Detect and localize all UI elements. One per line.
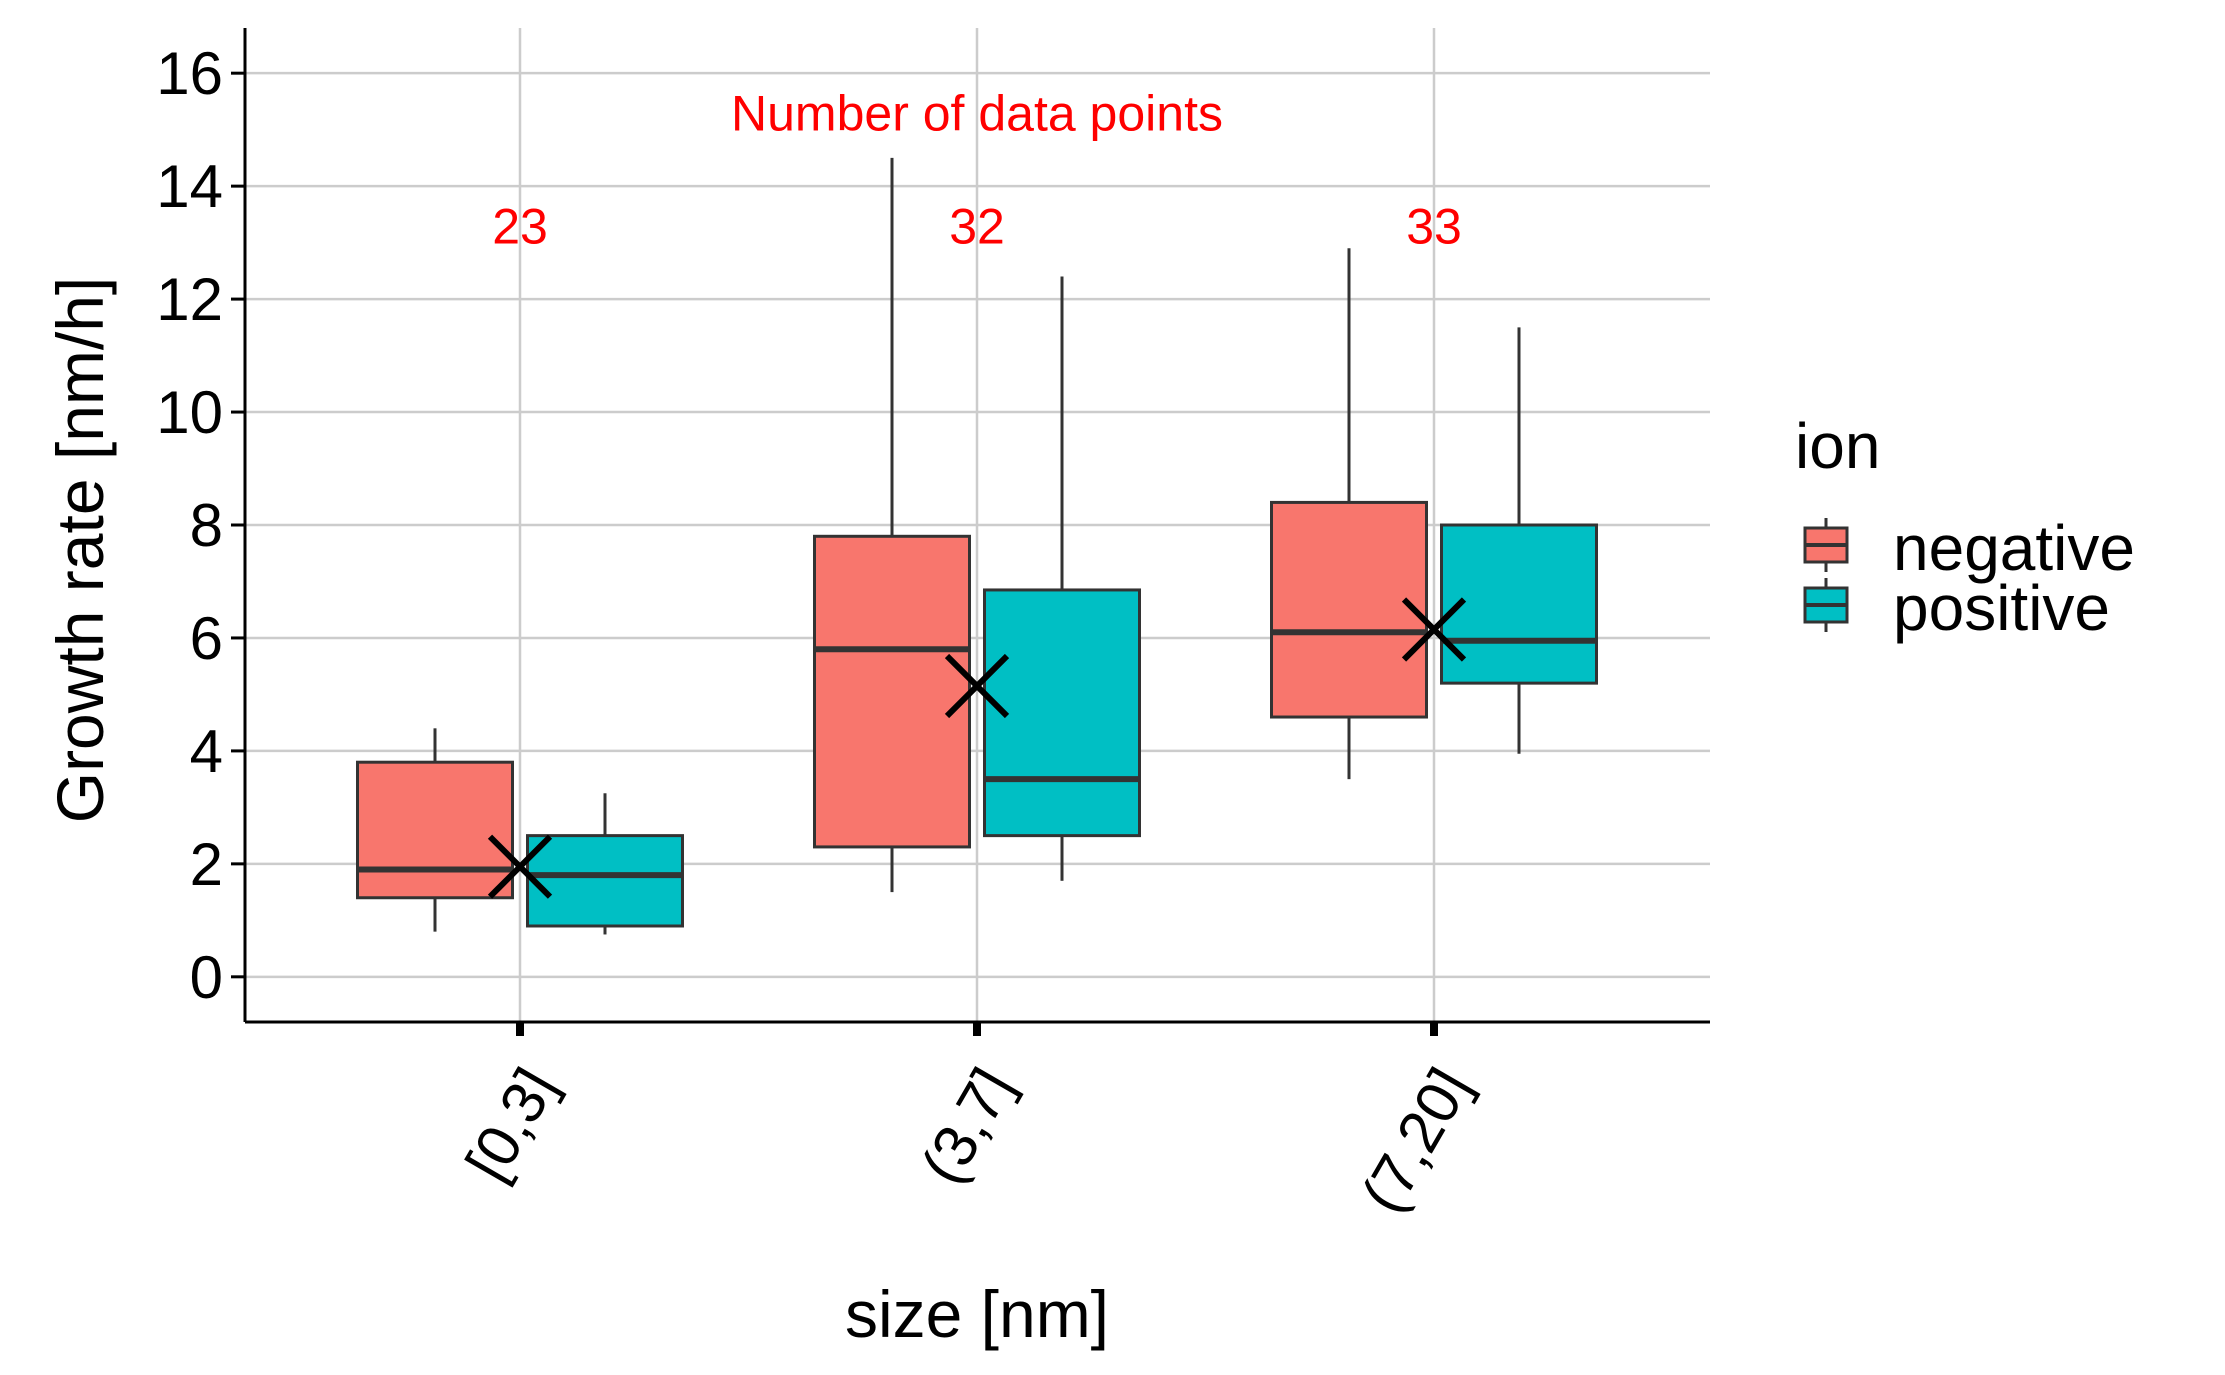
legend-item-negative: negative [1803, 512, 2135, 584]
y-tick-label: 0 [190, 944, 223, 1011]
boxes [356, 157, 1598, 935]
box-body [813, 534, 971, 849]
mean-marker [1401, 597, 1467, 662]
y-tick-label: 4 [190, 718, 223, 785]
box-body [1440, 523, 1598, 685]
y-tick-label: 2 [190, 831, 223, 898]
box-body [356, 760, 514, 900]
box-positive-1 [983, 276, 1141, 881]
legend-label: positive [1893, 572, 2110, 644]
y-tick-label: 6 [190, 605, 223, 672]
annotations: Number of data points 23 32 33 [492, 86, 1462, 255]
mean-marker-stroke [487, 834, 553, 899]
y-axis-title: Growth rate [nm/h] [43, 277, 117, 824]
box-body [983, 588, 1141, 838]
y-tick-label: 8 [190, 492, 223, 559]
count-label: 33 [1406, 199, 1462, 255]
box-body [1270, 500, 1428, 719]
x-tick-label: [0,3] [453, 1057, 569, 1192]
x-tick-label: (3,7] [908, 1057, 1026, 1194]
mean-marker-stroke [1401, 597, 1467, 662]
mean-markers [487, 597, 1467, 899]
y-tick-label: 10 [156, 379, 223, 446]
box-positive-0 [526, 793, 684, 935]
x-tick-label: (7,20] [1349, 1057, 1484, 1223]
legend-label: negative [1893, 512, 2135, 584]
legend-title: ion [1795, 410, 1880, 482]
mean-marker [944, 653, 1010, 719]
count-label: 23 [492, 199, 548, 255]
annotation-title: Number of data points [731, 86, 1223, 142]
y-tick-label: 14 [156, 153, 223, 220]
mean-marker-stroke [944, 653, 1010, 719]
mean-marker [487, 834, 553, 899]
count-label: 32 [949, 199, 1005, 255]
x-axis-title: size [nm] [845, 1277, 1109, 1351]
y-tick-label: 12 [156, 266, 223, 333]
box-negative-2 [1270, 248, 1428, 780]
y-tick-label: 16 [156, 40, 223, 107]
box-negative-0 [356, 728, 514, 932]
box-body [526, 834, 684, 928]
box-positive-2 [1440, 327, 1598, 754]
box-negative-1 [813, 157, 971, 893]
legend-item-positive: positive [1803, 572, 2110, 644]
